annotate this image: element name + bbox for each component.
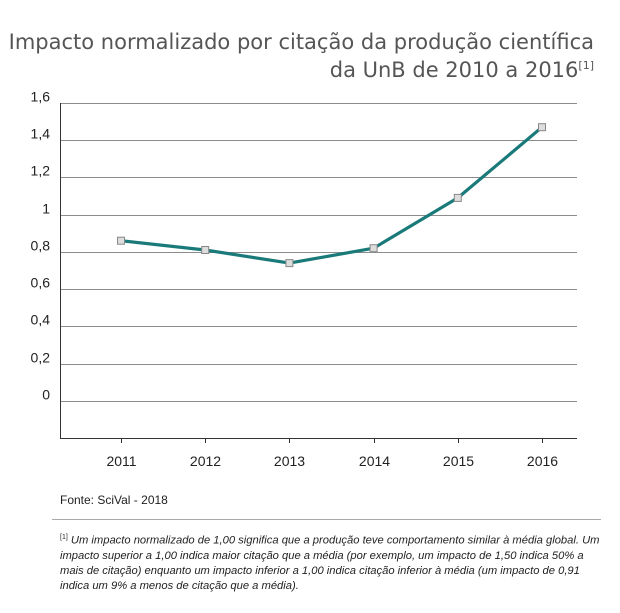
y-tick-label: 1,2: [31, 163, 51, 179]
divider: [52, 519, 601, 520]
footnote-ref: [1]: [60, 534, 68, 541]
x-tick-labels: 2011 2012 2013 2014 2015 2016: [106, 438, 558, 469]
series-line: [120, 125, 544, 265]
y-tick-label: 0,8: [31, 238, 51, 254]
data-point: [285, 259, 294, 268]
x-tick-label: 2016: [527, 453, 558, 469]
data-point: [538, 123, 546, 132]
gridlines: [60, 103, 577, 402]
footnote-text: Um impacto normalizado de 1,00 significa…: [60, 534, 600, 592]
chart-title-line1: Impacto normalizado por citação da produ…: [8, 30, 594, 54]
data-point: [369, 244, 378, 253]
y-tick-label: 0,2: [31, 350, 51, 366]
chart-title-line2-text: da UnB de 2010 a 2016: [329, 58, 579, 82]
data-point: [201, 246, 210, 254]
x-tick-label: 2014: [359, 453, 390, 469]
chart-title: Impacto normalizado por citação da produ…: [4, 28, 594, 84]
y-tick-label: 1: [42, 201, 50, 217]
data-point: [453, 193, 462, 202]
x-tick-label: 2015: [443, 453, 474, 469]
chart-title-line2: da UnB de 2010 a 2016[1]: [4, 56, 594, 84]
line-chart: 1,6 1,4 1,2 1 0,8 0,6 0,4 0,2 0 2011 2012 2013 2014…: [31, 89, 577, 469]
y-tick-label: 0,6: [31, 275, 51, 291]
y-tick-label: 1,6: [31, 89, 51, 105]
footnote: [1] Um impacto normalizado de 1,00 signi…: [60, 530, 600, 594]
x-tick-label: 2013: [274, 453, 305, 469]
data-point: [117, 236, 125, 245]
y-tick-label: 0: [42, 387, 50, 403]
y-tick-label: 0,4: [31, 312, 51, 328]
axes: [60, 103, 577, 439]
title-footnote-ref: [1]: [578, 59, 594, 72]
x-tick-label: 2012: [190, 453, 221, 469]
y-tick-label: 1,4: [31, 126, 51, 142]
x-tick-label: 2011: [106, 453, 136, 469]
y-tick-labels: 1,6 1,4 1,2 1 0,8 0,6 0,4 0,2 0: [31, 89, 51, 403]
series-layer: [117, 123, 546, 268]
source-note: Fonte: SciVal - 2018: [60, 493, 168, 507]
